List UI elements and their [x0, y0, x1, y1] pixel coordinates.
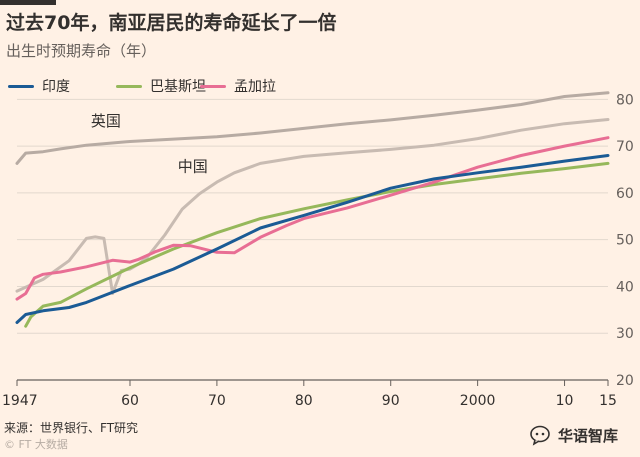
series-line-英国 — [15, 91, 610, 165]
legend-label: 巴基斯坦 — [150, 79, 206, 95]
y-tick-label: 40 — [616, 279, 634, 295]
series-line-中国 — [15, 118, 610, 295]
series-line-印度 — [15, 154, 610, 324]
legend-swatch — [116, 85, 142, 88]
source-note: 来源：世界银行、FT研究 — [4, 421, 139, 435]
legend-swatch — [200, 85, 226, 88]
chart-subtitle: 出生时预期寿命（年） — [6, 42, 157, 60]
x-tick-label: 90 — [382, 393, 400, 409]
x-tick-label: 70 — [208, 393, 226, 409]
y-tick-label: 20 — [616, 373, 634, 389]
y-tick-label: 50 — [616, 233, 634, 249]
y-tick-label: 30 — [616, 326, 634, 342]
legend-swatch — [8, 85, 34, 88]
x-tick-label: 60 — [121, 393, 139, 409]
legend-label: 印度 — [42, 79, 70, 95]
x-tick-label: 2000 — [460, 393, 496, 409]
y-tick-label: 80 — [616, 92, 634, 108]
legend-label: 孟加拉 — [234, 79, 276, 95]
y-tick-label: 70 — [616, 139, 634, 155]
chat-bubble-icon — [530, 425, 550, 446]
annotation-label: 中国 — [178, 157, 208, 175]
watermark-label: 华语智库 — [558, 427, 619, 445]
series-line-孟加拉 — [15, 136, 610, 301]
y-tick-label: 60 — [616, 186, 634, 202]
x-tick-label: 15 — [599, 393, 617, 409]
top-rule — [0, 0, 56, 5]
x-tick-label: 80 — [295, 393, 313, 409]
credit-note: © FT 大数据 — [4, 438, 68, 451]
series-line-巴基斯坦 — [24, 161, 610, 328]
annotation-label: 英国 — [91, 112, 121, 130]
x-tick-label: 1947 — [2, 393, 38, 409]
x-tick-label: 10 — [556, 393, 574, 409]
chart-title: 过去70年，南亚居民的寿命延长了一倍 — [6, 12, 337, 34]
